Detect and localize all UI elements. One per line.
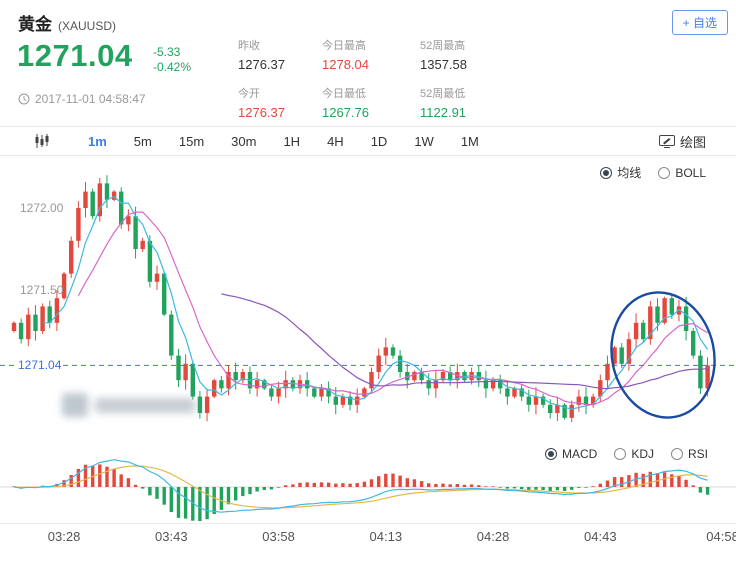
stat-value: 1276.37 [238,105,285,120]
stat-cell: 52周最高 1357.58 [420,37,516,72]
x-axis-tick: 04:28 [476,529,510,544]
stat-value: 1267.76 [322,105,369,120]
instrument-title: 黄金 (XAUUSD) [18,10,116,35]
x-axis-tick: 03:58 [262,529,295,544]
x-axis-tick: 03:43 [155,529,188,544]
indicator-canvas[interactable] [0,448,736,524]
overlay-option-BOLL[interactable]: BOLL [658,166,706,180]
timeframe-tab-15m[interactable]: 15m [178,133,205,149]
timeframe-tab-1D[interactable]: 1D [370,133,388,149]
watermark-blurred [62,393,195,417]
quote-stats: 昨收 1276.37 今日最高 1278.04 52周最高 1357.58 今开 1276.3… [238,37,516,120]
x-axis-tick: 04:13 [369,529,403,544]
radio-label: 均线 [617,166,642,180]
draw-button[interactable]: 绘图 [658,132,706,151]
add-watchlist-button[interactable]: + 自选 [671,10,728,35]
overlay-selector: 均线 BOLL [600,164,706,181]
stat-cell: 昨收 1276.37 [238,37,322,72]
radio-label: RSI [687,447,708,461]
timeframe-tab-1M[interactable]: 1M [460,133,479,149]
stat-value: 1122.91 [420,105,467,120]
instrument-symbol: (XAUUSD) [58,19,117,33]
y-axis-label: 1272.00 [20,201,64,215]
radio-label: BOLL [675,165,706,180]
current-price-axis-label: 1271.04 [16,358,64,372]
quote-timestamp: 2017-11-01 04:58:47 [18,92,146,106]
change-percent: -0.42% [153,60,192,74]
draw-label: 绘图 [679,134,706,150]
x-axis-tick: 04:43 [584,529,617,544]
indicator-option-RSI[interactable]: RSI [670,447,708,461]
timeframe-tab-1m[interactable]: 1m [88,133,107,149]
radio-icon [670,448,683,460]
stat-cell: 今日最低 1267.76 [322,85,420,120]
timestamp-text: 2017-11-01 04:58:47 [35,92,146,106]
radio-icon [658,166,671,179]
clock-icon [18,93,30,105]
instrument-name: 黄金 [18,15,52,34]
radio-icon [544,448,557,460]
stat-label: 52周最高 [420,40,466,52]
stat-label: 今开 [238,88,260,100]
indicator-option-MACD[interactable]: MACD [544,447,598,461]
stat-cell: 今日最高 1278.04 [322,37,420,72]
x-axis: 03:28 03:43 03:58 04:13 04:28 04:43 04:58 [0,529,736,549]
x-axis-tick: 03:28 [47,529,81,544]
timeframe-tab-5m[interactable]: 5m [133,133,152,149]
stat-label: 今日最高 [322,40,366,52]
stat-value: 1357.58 [420,57,467,72]
watermark-text [95,397,195,413]
radio-icon [614,448,627,460]
main-chart-canvas[interactable] [0,158,736,448]
timeframe-tab-30m[interactable]: 30m [231,133,257,149]
radio-icon [600,166,613,179]
x-axis-tick: 04:58 [706,529,736,544]
change-value: -5.33 [153,45,181,59]
timeframe-tab-1W[interactable]: 1W [414,133,434,149]
timeframe-tab-4H[interactable]: 4H [327,133,344,149]
stat-cell: 今开 1276.37 [238,85,322,120]
stat-value: 1278.04 [322,57,369,72]
stat-value: 1276.37 [238,57,285,72]
overlay-option-均线[interactable]: 均线 [600,164,641,181]
watermark-logo [62,393,88,417]
y-axis-label: 1271.50 [20,283,64,297]
stat-cell: 52周最低 1122.91 [420,85,516,120]
timeframe-tab-1H[interactable]: 1H [283,133,301,149]
timeframe-tabs: 1m 5m 15m 30m 1H 4H 1D 1W 1M [88,134,479,149]
stat-label: 52周最低 [420,88,466,100]
stat-label: 今日最低 [322,88,366,100]
draw-icon [658,134,675,148]
current-price: 1271.04 [17,38,133,73]
price-change: -5.33 -0.42% [153,45,191,75]
chart-toolbar: 1m 5m 15m 30m 1H 4H 1D 1W 1M 绘图 [0,126,736,156]
radio-label: MACD [561,447,598,461]
stat-label: 昨收 [238,40,260,52]
indicator-selector: MACD KDJ RSI [544,447,708,461]
candlestick-icon[interactable] [34,133,50,149]
radio-label: KDJ [631,447,654,461]
indicator-option-KDJ[interactable]: KDJ [614,447,654,461]
